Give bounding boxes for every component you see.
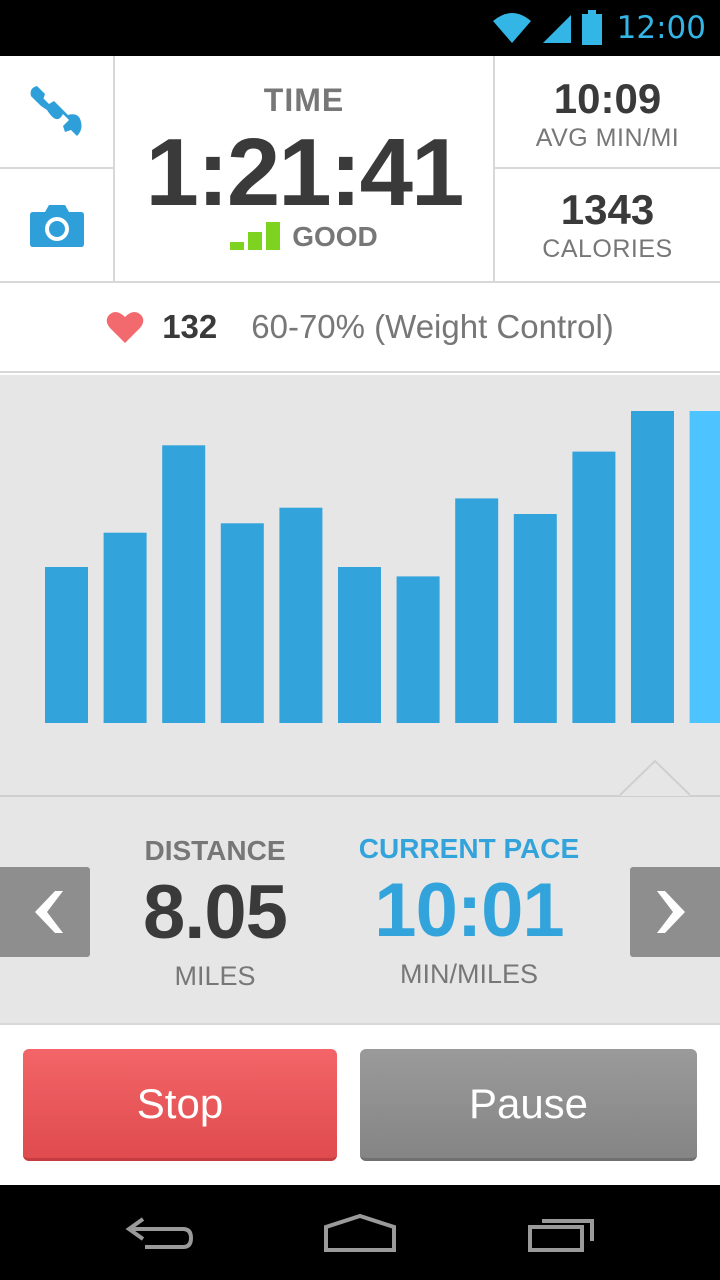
status-bar: 12:00 — [0, 0, 720, 56]
calories-value: 1343 — [560, 186, 655, 233]
heart-rate-value: 132 — [162, 308, 218, 345]
status-clock: 12:00 — [616, 10, 706, 46]
wrench-icon — [30, 85, 81, 136]
home-button[interactable] — [290, 1185, 430, 1280]
gps-signal: GOOD — [115, 221, 493, 253]
recents-button[interactable] — [492, 1185, 632, 1280]
distance-label: DISTANCE — [144, 835, 286, 866]
pause-button[interactable]: Pause — [360, 1049, 697, 1161]
avg-pace-cell[interactable]: 10:09 AVG MIN/MI — [495, 56, 720, 169]
action-bar: Stop Pause — [0, 1025, 720, 1185]
chart-bar[interactable] — [162, 445, 206, 723]
heart-rate-bar[interactable]: 132 60-70% (Weight Control) — [0, 283, 720, 373]
calories-label: CALORIES — [542, 235, 673, 263]
chart-bar[interactable] — [572, 451, 616, 723]
current-pace-unit: MIN/MILES — [399, 959, 539, 989]
recents-icon — [528, 1218, 594, 1252]
workout-summary-panel: TIME 1:21:41 GOOD 10:09 AVG MIN/MI 1343 … — [0, 56, 720, 283]
back-button[interactable] — [90, 1185, 230, 1280]
current-pace-value: 10:01 — [374, 868, 564, 953]
calories-cell[interactable]: 1343 CALORIES — [495, 169, 720, 281]
chart-bar[interactable] — [220, 523, 264, 723]
camera-icon — [29, 205, 84, 247]
settings-button[interactable] — [0, 56, 113, 169]
chart-bar[interactable] — [279, 507, 323, 723]
current-pace-metric: CURRENT PACE 10:01 MIN/MILES — [340, 797, 598, 990]
chart-bar[interactable] — [45, 567, 88, 723]
wifi-icon — [492, 13, 531, 43]
distance-metric: DISTANCE 8.05 MILES — [110, 797, 320, 992]
chart-bar-current[interactable] — [689, 411, 720, 723]
divider — [113, 56, 115, 281]
chart-bar[interactable] — [338, 567, 381, 723]
camera-button[interactable] — [0, 169, 113, 281]
heart-icon — [106, 311, 144, 343]
next-stat-button[interactable] — [630, 867, 720, 957]
avg-pace-value: 10:09 — [553, 75, 662, 122]
avg-pace-label: AVG MIN/MI — [535, 124, 680, 152]
pace-chart-svg — [45, 411, 720, 723]
chart-bar[interactable] — [513, 514, 557, 723]
back-icon — [125, 1216, 194, 1249]
gps-signal-label: GOOD — [292, 221, 378, 252]
stop-button[interactable]: Stop — [23, 1049, 337, 1161]
chart-bar[interactable] — [631, 411, 674, 723]
chart-bar[interactable] — [455, 498, 499, 723]
divider — [493, 56, 495, 281]
current-pace-label: CURRENT PACE — [358, 833, 580, 864]
system-nav-bar — [0, 1185, 720, 1280]
chart-bar[interactable] — [103, 532, 147, 723]
signal-strength-icon — [230, 221, 281, 253]
stats-panel: DISTANCE 8.05 MILES CURRENT PACE 10:01 M… — [0, 795, 720, 1025]
cell-signal-icon — [542, 15, 571, 43]
home-icon — [324, 1213, 396, 1252]
chart-bar[interactable] — [396, 576, 440, 723]
previous-stat-button[interactable] — [0, 867, 90, 957]
distance-value: 8.05 — [143, 870, 288, 955]
distance-unit: MILES — [174, 961, 256, 991]
battery-icon — [581, 10, 602, 45]
chart-pointer — [620, 760, 690, 796]
chevron-left-icon — [35, 891, 63, 933]
time-block: TIME 1:21:41 GOOD — [115, 56, 493, 281]
pace-chart[interactable] — [0, 375, 720, 795]
heart-rate-zone: 60-70% (Weight Control) — [251, 308, 614, 345]
time-label: TIME — [263, 82, 345, 118]
chevron-right-icon — [657, 891, 685, 933]
time-value: 1:21:41 — [145, 119, 465, 226]
